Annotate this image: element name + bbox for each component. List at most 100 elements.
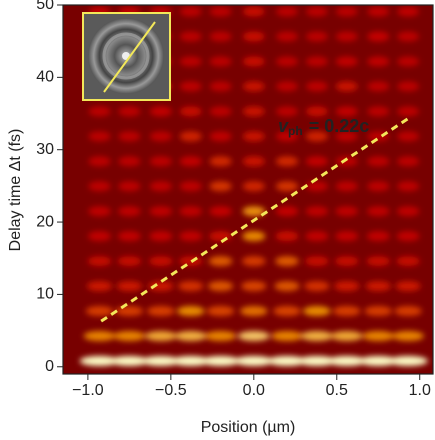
plot-frame — [62, 4, 434, 375]
heatmap-blob — [118, 106, 141, 117]
heatmap-blob — [396, 231, 420, 242]
heatmap-blob — [208, 256, 233, 267]
annotation-text: = 0.22c — [309, 116, 370, 136]
x-tick-label: 0.5 — [326, 382, 348, 399]
x-axis-title: Position (µm) — [201, 419, 296, 436]
heatmap-blob — [304, 281, 330, 292]
heatmap-blob — [118, 181, 141, 192]
heatmap-blob — [240, 306, 268, 317]
heatmap-blob — [88, 131, 111, 142]
heatmap-blob — [209, 131, 232, 142]
heatmap-blob — [149, 131, 172, 142]
heatmap-blob — [234, 355, 274, 366]
heatmap-blob — [149, 231, 173, 242]
heatmap-blob — [178, 281, 204, 292]
y-tick-label: 50 — [36, 0, 54, 13]
y-tick-label: 20 — [36, 213, 54, 230]
heatmap-blob — [242, 6, 265, 17]
heatmap-blob — [397, 56, 420, 67]
heatmap-blob — [392, 331, 425, 342]
heatmap-blob — [209, 231, 233, 242]
heatmap-blob — [394, 306, 422, 317]
y-tick-label: 30 — [36, 141, 54, 158]
heatmap-blob — [85, 306, 114, 317]
heatmap-blob — [179, 206, 203, 217]
heatmap-blob — [174, 331, 207, 342]
heatmap-blob — [209, 81, 232, 92]
heatmap-blob — [305, 106, 328, 117]
heatmap-blob — [367, 6, 390, 17]
heatmap-blob — [274, 281, 300, 292]
heatmap-blob — [209, 56, 232, 67]
heatmap-blob — [335, 181, 358, 192]
heatmap-blob — [147, 306, 175, 317]
heatmap-blob — [297, 355, 337, 366]
heatmap-blob — [179, 131, 202, 142]
heatmap-blob — [88, 206, 111, 217]
heatmap-blob — [176, 306, 205, 317]
heatmap-blob — [242, 156, 265, 167]
heatmap-blob — [397, 6, 420, 17]
heatmap-blob — [275, 81, 299, 92]
heatmap-blob — [335, 6, 358, 17]
heatmap-blob — [179, 181, 202, 192]
heatmap-blob — [330, 331, 363, 342]
heatmap-blob — [242, 81, 265, 92]
heatmap-blob — [118, 131, 141, 142]
heatmap — [79, 6, 428, 366]
heatmap-blob — [83, 331, 116, 342]
heatmap-blob — [397, 106, 420, 117]
heatmap-blob — [275, 256, 299, 267]
heatmap-blob — [118, 156, 141, 167]
heatmap-blob — [179, 156, 202, 167]
heatmap-blob — [88, 106, 111, 117]
heatmap-blob — [335, 206, 358, 217]
heatmap-blob — [208, 281, 234, 292]
heatmap-blob — [149, 156, 172, 167]
heatmap-blob — [367, 181, 390, 192]
heatmap-blob — [335, 81, 358, 92]
heatmap-blob — [335, 231, 359, 242]
x-tick-label: −1.0 — [72, 382, 104, 399]
annotation-symbol: v — [278, 116, 289, 136]
heatmap-blob — [367, 56, 390, 67]
heatmap-blob — [396, 206, 420, 217]
heatmap-blob — [366, 206, 390, 217]
heatmap-blob — [305, 56, 328, 67]
heatmap-blob — [179, 56, 202, 67]
heatmap-blob — [397, 81, 420, 92]
heatmap-blob — [334, 281, 360, 292]
heatmap-blob — [396, 181, 420, 192]
heatmap-blob — [304, 256, 329, 267]
x-tick-label: −0.5 — [155, 382, 187, 399]
heatmap-blob — [397, 131, 420, 142]
heatmap-blob — [273, 306, 301, 317]
heatmap-blob — [88, 181, 111, 192]
heatmap-blob — [144, 331, 177, 342]
heatmap-blob — [305, 181, 329, 192]
heatmap-blob — [397, 156, 420, 167]
heatmap-blob — [362, 331, 395, 342]
heatmap-blob — [364, 306, 393, 317]
heatmap-blob — [209, 106, 232, 117]
heatmap-blob — [275, 231, 299, 242]
x-tick-label: 0.0 — [243, 382, 265, 399]
heatmap-blob — [366, 231, 390, 242]
heatmap-blob — [204, 331, 237, 342]
heatmap-blob — [209, 31, 232, 42]
heatmap-blob — [305, 31, 328, 42]
heatmap-blob — [242, 31, 265, 42]
heatmap-blob — [179, 31, 202, 42]
annotation: vph = 0.22c — [278, 116, 369, 138]
heatmap-blob — [275, 106, 299, 117]
heatmap-blob — [275, 156, 299, 167]
heatmap-blob — [115, 306, 144, 317]
heatmap-blob — [149, 206, 173, 217]
heatmap-blob — [275, 206, 299, 217]
heatmap-blob — [116, 281, 142, 292]
heatmap-blob — [200, 355, 241, 366]
heatmap-blob — [275, 6, 298, 17]
heatmap-blob — [242, 131, 265, 142]
y-tick-label: 40 — [36, 69, 54, 86]
